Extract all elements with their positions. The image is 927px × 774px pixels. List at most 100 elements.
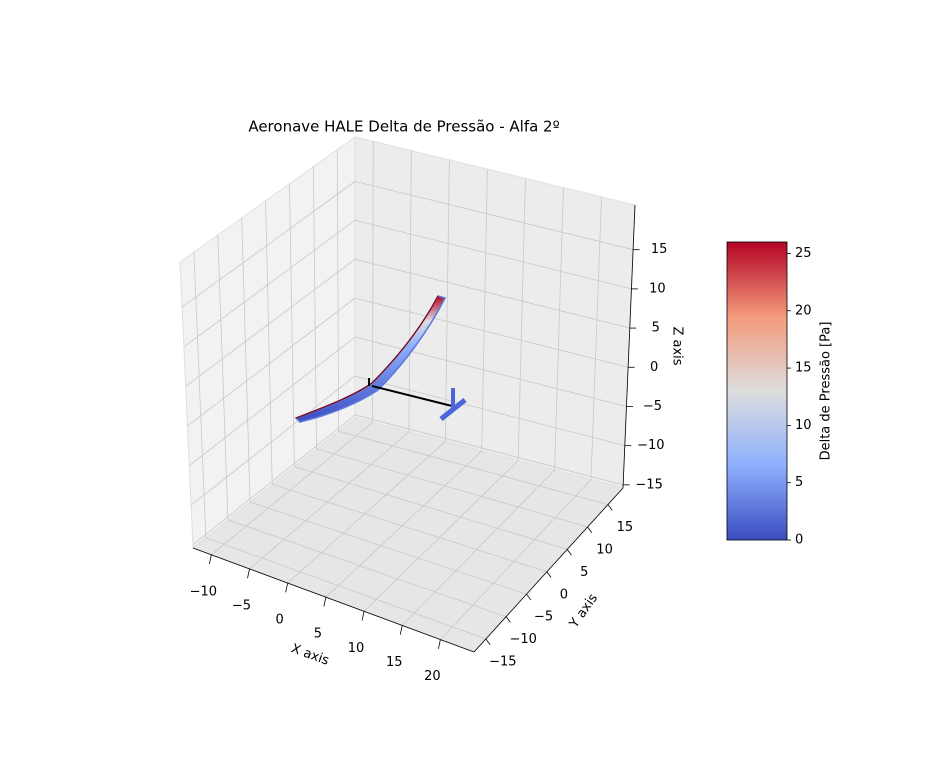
x-tick-label: −10 bbox=[190, 584, 217, 599]
grid-line bbox=[211, 422, 373, 556]
x-tick-label: 10 bbox=[348, 641, 365, 656]
tick-mark bbox=[361, 611, 365, 621]
tick-mark bbox=[285, 582, 289, 593]
grid-line bbox=[372, 141, 374, 423]
chart-title: Aeronave HALE Delta de Pressão - Alfa 2º bbox=[248, 118, 559, 136]
z-tick-label: 15 bbox=[651, 242, 668, 257]
grid-line bbox=[205, 537, 486, 640]
z-tick-label: −5 bbox=[643, 399, 662, 414]
grid-line bbox=[354, 258, 630, 329]
horizontal-tail bbox=[439, 398, 467, 421]
grid-line bbox=[192, 414, 356, 546]
grid-line bbox=[227, 519, 507, 617]
x-tick-label: 0 bbox=[276, 613, 284, 628]
x-axis-label: X axis bbox=[289, 641, 331, 669]
grid-line bbox=[444, 159, 450, 442]
x-tick-label: −5 bbox=[232, 598, 251, 613]
z-tick-label: −15 bbox=[635, 477, 662, 492]
colorbar-tick-label: 5 bbox=[795, 475, 803, 490]
grid-line bbox=[181, 181, 356, 308]
grid-line bbox=[189, 336, 356, 466]
colorbar bbox=[726, 241, 788, 541]
grid-line bbox=[481, 169, 488, 452]
tick-mark bbox=[399, 625, 403, 635]
x-tick-label: 20 bbox=[424, 669, 441, 684]
tick-mark bbox=[247, 568, 250, 579]
z-tick-label: −10 bbox=[637, 438, 664, 453]
wing-edge bbox=[295, 295, 439, 419]
grid-line bbox=[336, 149, 340, 432]
x-tick-label: 5 bbox=[314, 627, 322, 642]
y-axis-line bbox=[473, 487, 624, 653]
z-tick-label: 5 bbox=[652, 321, 660, 336]
grid-line bbox=[183, 219, 356, 348]
z-tick-label: 10 bbox=[649, 281, 666, 296]
grid-line bbox=[401, 469, 555, 626]
tick-mark bbox=[485, 638, 491, 645]
grid bbox=[181, 141, 634, 640]
grid-line bbox=[354, 336, 627, 407]
grid-line bbox=[190, 375, 356, 506]
grid-line bbox=[338, 430, 609, 505]
tick-mark bbox=[526, 593, 532, 601]
grid-line bbox=[249, 431, 410, 570]
tick-mark bbox=[607, 504, 613, 511]
grid-line bbox=[294, 466, 568, 550]
y-tick-label: −15 bbox=[489, 655, 516, 670]
grid-line bbox=[354, 375, 625, 447]
z-axis-label: Z axis bbox=[670, 326, 685, 365]
grid-line bbox=[193, 252, 207, 538]
tick-mark bbox=[505, 616, 511, 623]
y-tick-label: 5 bbox=[580, 565, 588, 580]
grid-line bbox=[241, 217, 251, 503]
grid-line bbox=[354, 414, 624, 486]
x-axis-line bbox=[192, 547, 475, 653]
y-tick-label: −5 bbox=[534, 610, 553, 625]
grid-line bbox=[217, 235, 229, 520]
aircraft bbox=[294, 295, 467, 423]
z-tick-label: 0 bbox=[650, 360, 658, 375]
y-tick-label: −10 bbox=[509, 632, 536, 647]
colorbar-tick-label: 15 bbox=[795, 361, 812, 376]
grid-line bbox=[272, 484, 547, 573]
grid-line bbox=[517, 178, 526, 461]
z-axis-line bbox=[622, 204, 636, 489]
colorbar-tick-label: 25 bbox=[795, 246, 812, 261]
tick-mark bbox=[566, 549, 572, 556]
grid-line bbox=[440, 479, 592, 640]
y-axis-label: Y axis bbox=[566, 591, 601, 632]
colorbar-tick-label: 20 bbox=[795, 303, 812, 318]
grid-line bbox=[408, 150, 412, 433]
grid-line bbox=[265, 200, 273, 485]
tick-mark bbox=[323, 597, 327, 607]
grid-line bbox=[590, 196, 602, 480]
colorbar-tick-label: 0 bbox=[795, 533, 803, 548]
grid-line bbox=[187, 297, 356, 427]
grid-line bbox=[354, 297, 629, 368]
grid-line bbox=[313, 166, 317, 449]
grid-line bbox=[354, 180, 634, 251]
grid-line bbox=[185, 258, 356, 387]
grid-line bbox=[554, 187, 564, 471]
tick-mark bbox=[438, 639, 441, 649]
grid-line bbox=[287, 441, 446, 584]
tick-mark bbox=[587, 526, 593, 533]
grid-line bbox=[289, 183, 295, 467]
x-tick-label: 15 bbox=[386, 655, 403, 670]
y-tick-label: 15 bbox=[617, 520, 634, 535]
tick-mark bbox=[208, 554, 212, 565]
fuselage bbox=[371, 385, 453, 407]
tick-mark bbox=[546, 571, 552, 578]
colorbar-label: Delta de Pressão [Pa] bbox=[819, 322, 834, 461]
y-tick-label: 10 bbox=[596, 542, 613, 557]
grid-line bbox=[325, 450, 482, 598]
grid-line bbox=[316, 448, 588, 528]
colorbar-tick-label: 10 bbox=[795, 418, 812, 433]
grid-line bbox=[354, 219, 632, 290]
y-tick-label: 0 bbox=[560, 587, 568, 602]
grid-line bbox=[363, 460, 519, 612]
grid-line bbox=[249, 501, 527, 595]
